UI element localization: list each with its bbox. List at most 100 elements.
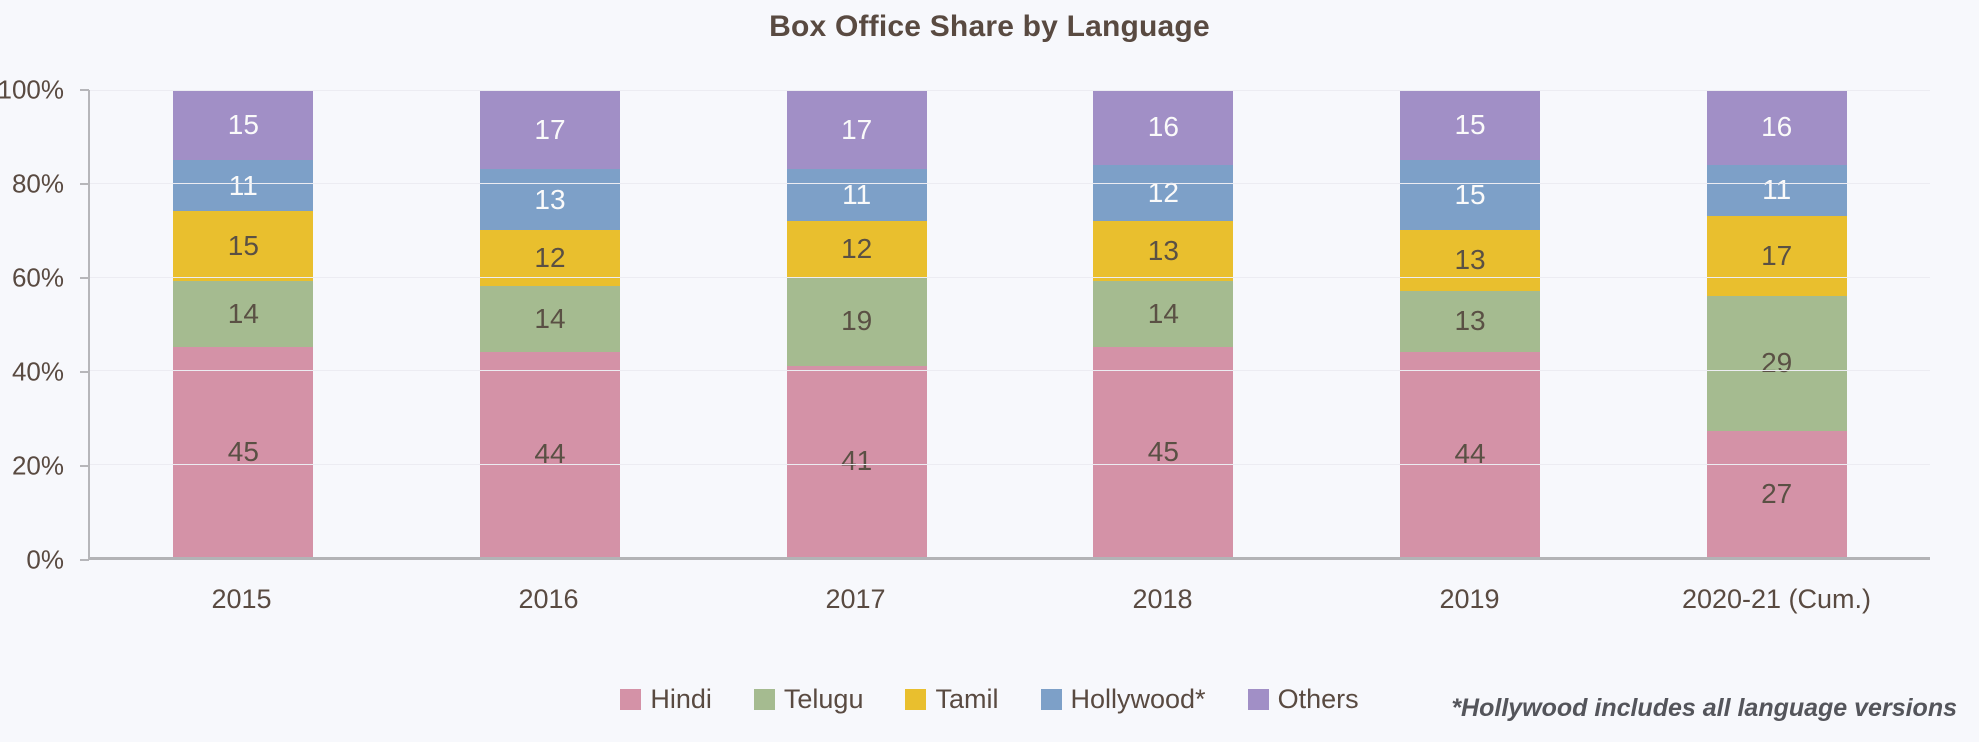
bar-segment-Hindi: 45 [1093, 346, 1234, 557]
bar-segment-Telugu: 14 [173, 281, 314, 347]
legend-label: Others [1277, 684, 1359, 714]
bar-segment-Hindi: 44 [1400, 351, 1541, 557]
y-axis-tick-mark [80, 277, 89, 279]
legend-item-Others: Others [1247, 684, 1359, 715]
bar-segment-Hindi: 27 [1706, 430, 1847, 557]
legend-swatch-icon [1040, 689, 1062, 710]
y-axis-tick-label: 100% [0, 74, 64, 105]
bar-segment-Tamil: 15 [173, 211, 314, 282]
x-axis-category-label: 2020-21 (Cum.) [1681, 584, 1872, 614]
chart-title: Box Office Share by Language [769, 10, 1210, 43]
bar-segment-value: 15 [227, 230, 259, 262]
legend-item-Tamil: Tamil [905, 684, 999, 715]
gridline [90, 370, 1930, 372]
bar-segment-value: 13 [1454, 244, 1486, 276]
y-axis-tick-label: 80% [11, 168, 64, 199]
bar-slot-2015: 45 14 15 11 15 [90, 90, 397, 557]
bar-segment-value: 13 [1454, 305, 1486, 337]
y-axis-tick-mark [80, 465, 89, 467]
bar-segment-value: 16 [1147, 111, 1179, 143]
bar-segment-value: 17 [1761, 239, 1793, 271]
bar-segment-value: 15 [227, 109, 259, 141]
bar-segment-value: 17 [534, 113, 566, 145]
bar-segment-Telugu: 19 [786, 276, 927, 366]
bar-segment-value: 17 [841, 113, 873, 145]
bar-segment-Telugu: 13 [1400, 290, 1541, 352]
bar-segment-value: 12 [1147, 176, 1179, 208]
bar-segment-Hollywood: 13 [480, 169, 620, 231]
bar-segment-Others: 17 [480, 90, 620, 170]
footnote: *Hollywood includes all language version… [1451, 694, 1957, 722]
stacked-bar-2019: 44 13 13 15 15 [1400, 90, 1541, 557]
bar-segment-value: 14 [1147, 298, 1179, 330]
legend-item-Hollywood: Hollywood* [1040, 684, 1206, 715]
y-axis-tick-mark [80, 559, 89, 561]
bar-segment-Others: 16 [1093, 90, 1234, 165]
legend-swatch-icon [905, 689, 927, 710]
bar-segment-Hollywood: 11 [173, 160, 314, 212]
stacked-bar-2020-21 (Cum.): 27 29 17 11 16 [1706, 90, 1847, 557]
bar-segment-value: 12 [534, 242, 566, 274]
legend-swatch-icon [620, 689, 642, 710]
y-axis-tick-label: 20% [11, 450, 64, 481]
bar-segment-value: 19 [841, 305, 873, 337]
bar-segment-Hollywood: 11 [786, 169, 927, 221]
bar-segment-value: 44 [1454, 438, 1486, 470]
stacked-bar-2017: 41 19 12 11 17 [786, 90, 927, 557]
bar-segment-Hollywood: 15 [1400, 160, 1541, 231]
bar-slot-2020-21 (Cum.): 27 29 17 11 16 [1623, 90, 1930, 557]
gridline [90, 90, 1930, 91]
x-axis-category-label: 2019 [1439, 584, 1500, 614]
bars-row: 45 14 15 11 15 44 14 12 13 17 41 19 12 11 17 45 14 13 12 16… [90, 90, 1930, 557]
x-axis-labels: 2015 2016 2017 2018 2019 2020-21 (Cum.) [88, 584, 1930, 615]
y-axis-tick-mark [80, 89, 89, 91]
y-axis-tick-mark [80, 371, 89, 373]
legend-item-Hindi: Hindi [620, 684, 712, 715]
legend-label: Hindi [650, 684, 712, 714]
bar-segment-value: 16 [1761, 111, 1793, 143]
bar-segment-Others: 15 [173, 90, 314, 161]
legend-item-Telugu: Telugu [753, 684, 864, 715]
legend-label: Tamil [935, 684, 999, 714]
bar-segment-value: 15 [1454, 109, 1486, 141]
y-axis-tick-label: 60% [11, 262, 64, 293]
bar-segment-value: 12 [841, 232, 873, 264]
bar-segment-value: 44 [534, 438, 566, 470]
bar-segment-Hollywood: 12 [1093, 164, 1234, 221]
stacked-bar-2016: 44 14 12 13 17 [480, 90, 620, 557]
bar-segment-value: 45 [1147, 435, 1179, 467]
bar-segment-value: 11 [1762, 174, 1792, 206]
bar-segment-Telugu: 14 [480, 286, 620, 352]
stacked-bar-2018: 45 14 13 12 16 [1093, 90, 1234, 557]
bar-segment-Telugu: 14 [1093, 281, 1234, 347]
legend-label: Telugu [783, 684, 864, 714]
x-axis-category-label: 2016 [518, 584, 579, 614]
y-axis-tick-label: 0% [26, 544, 64, 575]
gridline [90, 463, 1930, 465]
gridline [90, 183, 1930, 185]
bar-segment-value: 45 [227, 435, 259, 467]
legend-swatch-icon [1247, 689, 1269, 710]
x-axis-category-label: 2017 [825, 584, 886, 614]
gridline [90, 276, 1930, 278]
bar-segment-value: 14 [227, 298, 259, 330]
bar-segment-Tamil: 13 [1093, 220, 1234, 282]
bar-segment-Others: 17 [786, 90, 927, 170]
bar-segment-Hindi: 45 [173, 346, 314, 557]
legend-label: Hollywood* [1070, 684, 1206, 714]
bar-segment-Tamil: 13 [1400, 230, 1541, 291]
bar-segment-value: 13 [1147, 235, 1179, 267]
bar-segment-Tamil: 12 [786, 220, 927, 277]
legend-swatch-icon [753, 689, 775, 710]
bar-segment-Hollywood: 11 [1706, 164, 1847, 217]
bar-segment-value: 41 [841, 445, 873, 477]
y-axis-tick-label: 40% [11, 356, 64, 387]
bar-segment-Hindi: 41 [786, 365, 927, 557]
bar-segment-Others: 16 [1706, 90, 1847, 165]
x-axis-category-label: 2018 [1132, 584, 1193, 614]
bar-segment-Hindi: 44 [480, 351, 620, 557]
bar-slot-2019: 44 13 13 15 15 [1317, 90, 1624, 557]
y-axis: 0% 20% 40% 60% 80% 100% [0, 75, 89, 575]
bar-segment-Others: 15 [1400, 90, 1541, 161]
